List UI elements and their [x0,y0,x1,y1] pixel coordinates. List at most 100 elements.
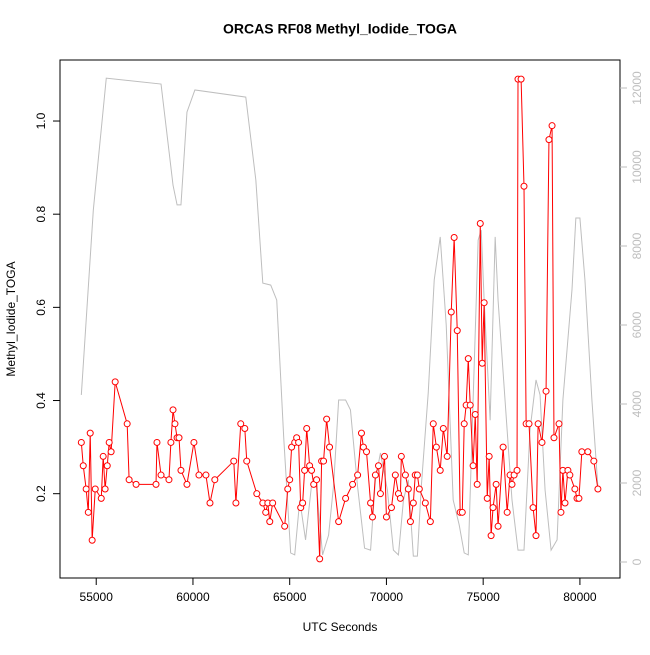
data-point [195,471,203,479]
x-axis-label: UTC Seconds [303,620,378,634]
data-point [132,480,140,488]
y2-tick-label: 0 [630,558,644,565]
data-point [316,555,324,563]
x-tick-label: 65000 [273,590,307,604]
data-point [376,490,384,498]
data-point [303,424,311,432]
data-point [103,462,111,470]
data-point [295,438,303,446]
y-tick-label: 1.0 [34,112,48,129]
data-point [269,499,277,507]
data-point [397,452,405,460]
data-point [171,420,179,428]
data-point [590,457,598,465]
y2-tick-label: 6000 [630,311,644,338]
data-point [436,466,444,474]
data-point [266,518,274,526]
x-tick-label: 55000 [80,590,114,604]
data-point [286,476,294,484]
data-point [299,499,307,507]
data-point [82,485,90,493]
data-point [77,438,85,446]
data-point [460,420,468,428]
data-point [371,471,379,479]
data-point [550,434,558,442]
data-point [237,420,245,428]
data-point [349,480,357,488]
y2-tick-label: 8000 [630,232,644,259]
data-point [466,401,474,409]
data-point [369,513,377,521]
data-point [391,471,399,479]
data-point [101,485,109,493]
x-tick-label: 80000 [563,590,597,604]
data-point [429,420,437,428]
data-point [529,504,537,512]
data-point [409,499,417,507]
data-point [439,424,447,432]
data-point [281,522,289,530]
data-point [545,136,553,144]
x-tick-label: 70000 [370,590,404,604]
data-point [97,494,105,502]
data-point [513,466,521,474]
data-point [478,359,486,367]
data-point [86,429,94,437]
data-point [243,457,251,465]
data-point [153,438,161,446]
data-point [375,462,383,470]
data-point [382,513,390,521]
data-point [262,508,270,516]
data-point [421,499,429,507]
data-point [406,518,414,526]
data-point [253,490,261,498]
data-point [404,485,412,493]
data-point [167,438,175,446]
y-tick-label: 0.4 [34,392,48,409]
data-point [534,420,542,428]
data-point [473,480,481,488]
y-tick-label: 0.2 [34,485,48,502]
data-point [202,471,210,479]
data-point [476,220,484,228]
data-point [165,476,173,484]
data-point [450,233,458,241]
data-point [458,508,466,516]
data-point [79,462,87,470]
data-point [489,504,497,512]
data-point [542,387,550,395]
data-point [494,522,502,530]
data-point [313,476,321,484]
data-point [571,485,579,493]
data-point [99,452,107,460]
data-point [169,406,177,414]
data-point [175,434,183,442]
data-point [308,466,316,474]
data-point [91,485,99,493]
data-point [464,355,472,363]
data-point [538,438,546,446]
plot-box [59,59,621,579]
data-point [483,494,491,502]
y2-tick-label: 10000 [630,150,644,184]
data-point [561,499,569,507]
data-point [508,480,516,488]
data-point [525,420,533,428]
data-line [80,78,599,559]
chart-title: ORCAS RF08 Methyl_Iodide_TOGA [223,21,457,37]
data-point [503,508,511,516]
data-point [532,532,540,540]
data-point [230,457,238,465]
data-point [183,480,191,488]
data-point [566,471,574,479]
y2-tick-label: 12000 [630,71,644,105]
data-point [415,485,423,493]
data-point [152,480,160,488]
data-point [363,448,371,456]
data-point [284,485,292,493]
data-point [453,327,461,335]
data-point [111,378,119,386]
data-point [499,443,507,451]
data-point [485,452,493,460]
